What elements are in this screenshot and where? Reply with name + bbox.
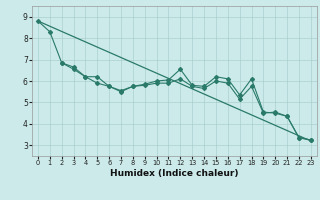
X-axis label: Humidex (Indice chaleur): Humidex (Indice chaleur) bbox=[110, 169, 239, 178]
